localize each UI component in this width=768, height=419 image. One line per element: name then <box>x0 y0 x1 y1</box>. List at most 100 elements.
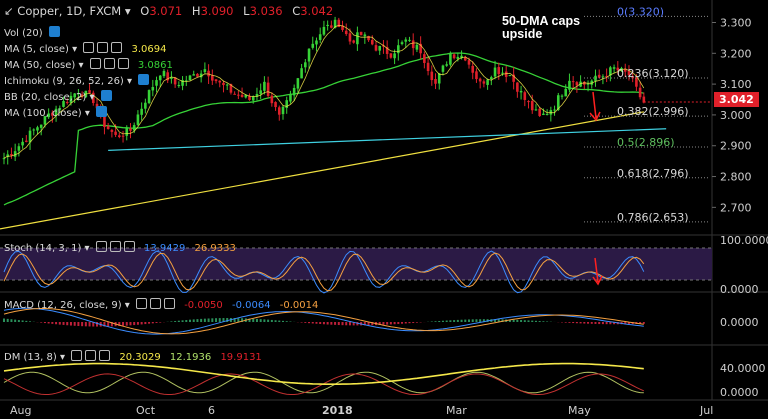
candle-body <box>121 135 125 137</box>
candle-body <box>103 110 106 128</box>
candle-body <box>486 79 489 85</box>
settings-icon[interactable] <box>138 74 150 85</box>
macd-line-value: -0.0064 <box>231 300 271 311</box>
close-icon[interactable] <box>117 58 129 69</box>
candle-body <box>277 107 281 115</box>
candle-body <box>2 158 6 160</box>
candle-body <box>527 101 530 103</box>
candle-body <box>263 81 266 91</box>
gear-icon[interactable] <box>109 241 121 252</box>
stoch-d-line <box>3 252 645 292</box>
indicator-ichimoku[interactable]: Ichimoku (9, 26, 52, 26) ▾ <box>4 74 150 87</box>
close-icon[interactable] <box>111 42 123 53</box>
candle-body <box>292 87 296 96</box>
candle-body <box>32 129 36 131</box>
candle-body <box>47 113 50 118</box>
candle-body <box>374 45 378 51</box>
candle-body <box>326 24 329 27</box>
candle-body <box>166 72 169 81</box>
gear-icon[interactable] <box>97 42 109 53</box>
macd-header[interactable]: MACD (12, 26, close, 9) ▾ -0.0050 -0.006… <box>4 298 319 311</box>
ma5-value: 3.0694 <box>131 44 167 55</box>
symbol-header[interactable]: ↙ Copper, 1D, FXCM ▾ O3.071 H3.090 L3.03… <box>4 4 333 18</box>
dm-header[interactable]: DM (13, 8) ▾ 20.3029 12.1936 19.9131 <box>4 350 262 363</box>
indicator-bb[interactable]: BB (20, close, 2) ▾ <box>4 90 112 103</box>
candle-body <box>568 80 571 90</box>
candle-body <box>475 71 478 80</box>
candle-body <box>504 71 508 77</box>
candle-body <box>441 65 445 72</box>
eye-icon[interactable] <box>83 42 95 53</box>
indicator-ma100[interactable]: MA (100, close) ▾ <box>4 106 108 119</box>
candle-body <box>237 94 240 96</box>
gear-icon[interactable] <box>103 58 115 69</box>
gear-icon[interactable] <box>150 298 161 309</box>
candle-body <box>218 80 222 83</box>
ohlc-high: H3.090 <box>191 4 234 18</box>
candle-body <box>203 69 207 73</box>
ohlc-low: L3.036 <box>243 4 283 18</box>
eye-icon[interactable] <box>71 350 83 361</box>
candle-body <box>39 124 43 128</box>
gear-icon[interactable] <box>85 350 97 361</box>
candle-body <box>28 130 32 143</box>
close-icon[interactable] <box>99 350 111 361</box>
indicator-ma50[interactable]: MA (50, close) ▾ 3.0861 <box>4 58 173 71</box>
dm-axis-label: 0.0000 <box>720 386 759 399</box>
candle-body <box>445 64 448 66</box>
candle-body <box>233 93 236 95</box>
candle-body <box>430 71 434 81</box>
candle-body <box>177 85 181 87</box>
candle-body <box>516 82 519 92</box>
candle-body <box>530 100 534 111</box>
fib-level-label: 0.236(3.120) <box>617 67 689 80</box>
chevron-down-icon[interactable]: ▾ <box>124 4 131 18</box>
eye-icon[interactable] <box>89 58 101 69</box>
candle-body <box>266 82 270 96</box>
candle-body <box>315 40 318 45</box>
candle-body <box>344 30 348 35</box>
candle-body <box>583 81 586 85</box>
close-icon[interactable] <box>164 298 175 309</box>
candle-body <box>330 25 333 28</box>
indicator-vol[interactable]: Vol (20) <box>4 26 60 39</box>
close-icon[interactable] <box>123 241 135 252</box>
candle-body <box>631 76 634 79</box>
macd-hist-value: -0.0050 <box>184 300 223 311</box>
eye-icon[interactable] <box>136 298 147 309</box>
settings-icon[interactable] <box>48 26 60 37</box>
fib-level-label: 0.618(2.796) <box>617 167 689 180</box>
candle-body <box>493 67 497 77</box>
candle-body <box>259 90 262 94</box>
candle-body <box>556 95 560 111</box>
settings-icon[interactable] <box>100 90 112 101</box>
candle-body <box>523 92 527 100</box>
candle-body <box>370 39 374 45</box>
eye-icon[interactable] <box>95 241 107 252</box>
candle-body <box>348 33 352 42</box>
candle-body <box>69 95 73 103</box>
macd-signal-line <box>3 308 644 335</box>
candle-body <box>144 102 147 109</box>
candle-body <box>225 84 229 86</box>
candle-body <box>534 109 538 111</box>
candle-body <box>311 43 315 48</box>
macd-line <box>3 307 644 335</box>
candle-body <box>88 90 91 93</box>
stoch-header[interactable]: Stoch (14, 3, 1) ▾ 13.9429 26.9333 <box>4 241 236 254</box>
collapse-arrow-icon[interactable]: ↙ <box>4 4 14 18</box>
ma50-value: 3.0861 <box>137 60 173 71</box>
candle-body <box>43 116 47 125</box>
dm-adx-line <box>3 362 644 385</box>
candle-body <box>62 101 65 107</box>
settings-icon[interactable] <box>96 106 108 117</box>
candle-body <box>642 96 646 103</box>
candle-body <box>147 90 151 104</box>
candle-body <box>25 140 28 142</box>
candle-body <box>471 65 475 73</box>
indicator-ma5[interactable]: MA (5, close) ▾ 3.0694 <box>4 42 167 55</box>
candle-body <box>363 34 367 37</box>
candle-body <box>560 95 564 97</box>
candle-body <box>125 127 129 136</box>
